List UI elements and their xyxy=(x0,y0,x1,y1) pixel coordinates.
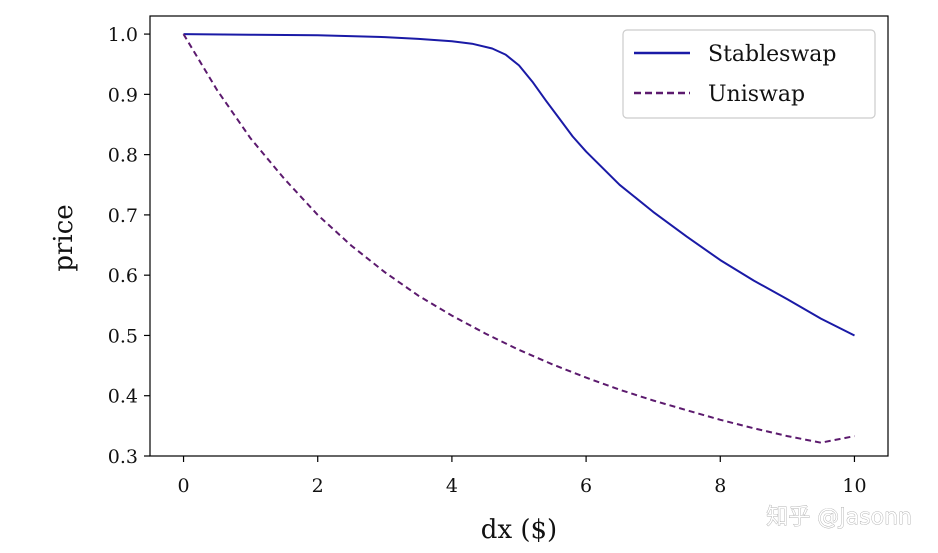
x-tick-label: 4 xyxy=(446,475,458,497)
series-line-stableswap xyxy=(183,33,855,337)
y-tick-label: 0.3 xyxy=(108,446,138,468)
x-axis-ticks: 0 2 4 6 8 10 xyxy=(177,456,867,497)
y-tick-label: 0.4 xyxy=(108,386,138,408)
watermark: 知乎 @Jasonn xyxy=(766,505,912,530)
legend-label-uniswap: Uniswap xyxy=(708,82,805,107)
y-tick-label: 0.8 xyxy=(108,145,138,167)
y-tick-label: 1.0 xyxy=(108,24,138,46)
legend: Stableswap Uniswap xyxy=(622,29,876,119)
y-axis-ticks: 0.3 0.4 0.5 0.6 0.7 0.8 0.9 1.0 xyxy=(108,24,150,468)
x-tick-label: 10 xyxy=(842,475,866,497)
x-tick-label: 8 xyxy=(714,475,726,497)
series-line-uniswap xyxy=(182,33,855,444)
y-tick-label: 0.9 xyxy=(108,84,138,106)
plot-frame xyxy=(149,15,889,457)
plot-area xyxy=(149,15,889,457)
x-axis-label: dx ($) xyxy=(481,515,557,545)
x-tick-label: 6 xyxy=(580,475,592,497)
y-tick-label: 0.7 xyxy=(108,205,138,227)
y-axis-label: price xyxy=(49,204,79,271)
y-tick-label: 0.6 xyxy=(108,265,138,287)
x-tick-label: 0 xyxy=(177,475,189,497)
y-tick-label: 0.5 xyxy=(108,325,138,347)
x-tick-label: 2 xyxy=(312,475,324,497)
legend-label-stableswap: Stableswap xyxy=(708,42,837,67)
